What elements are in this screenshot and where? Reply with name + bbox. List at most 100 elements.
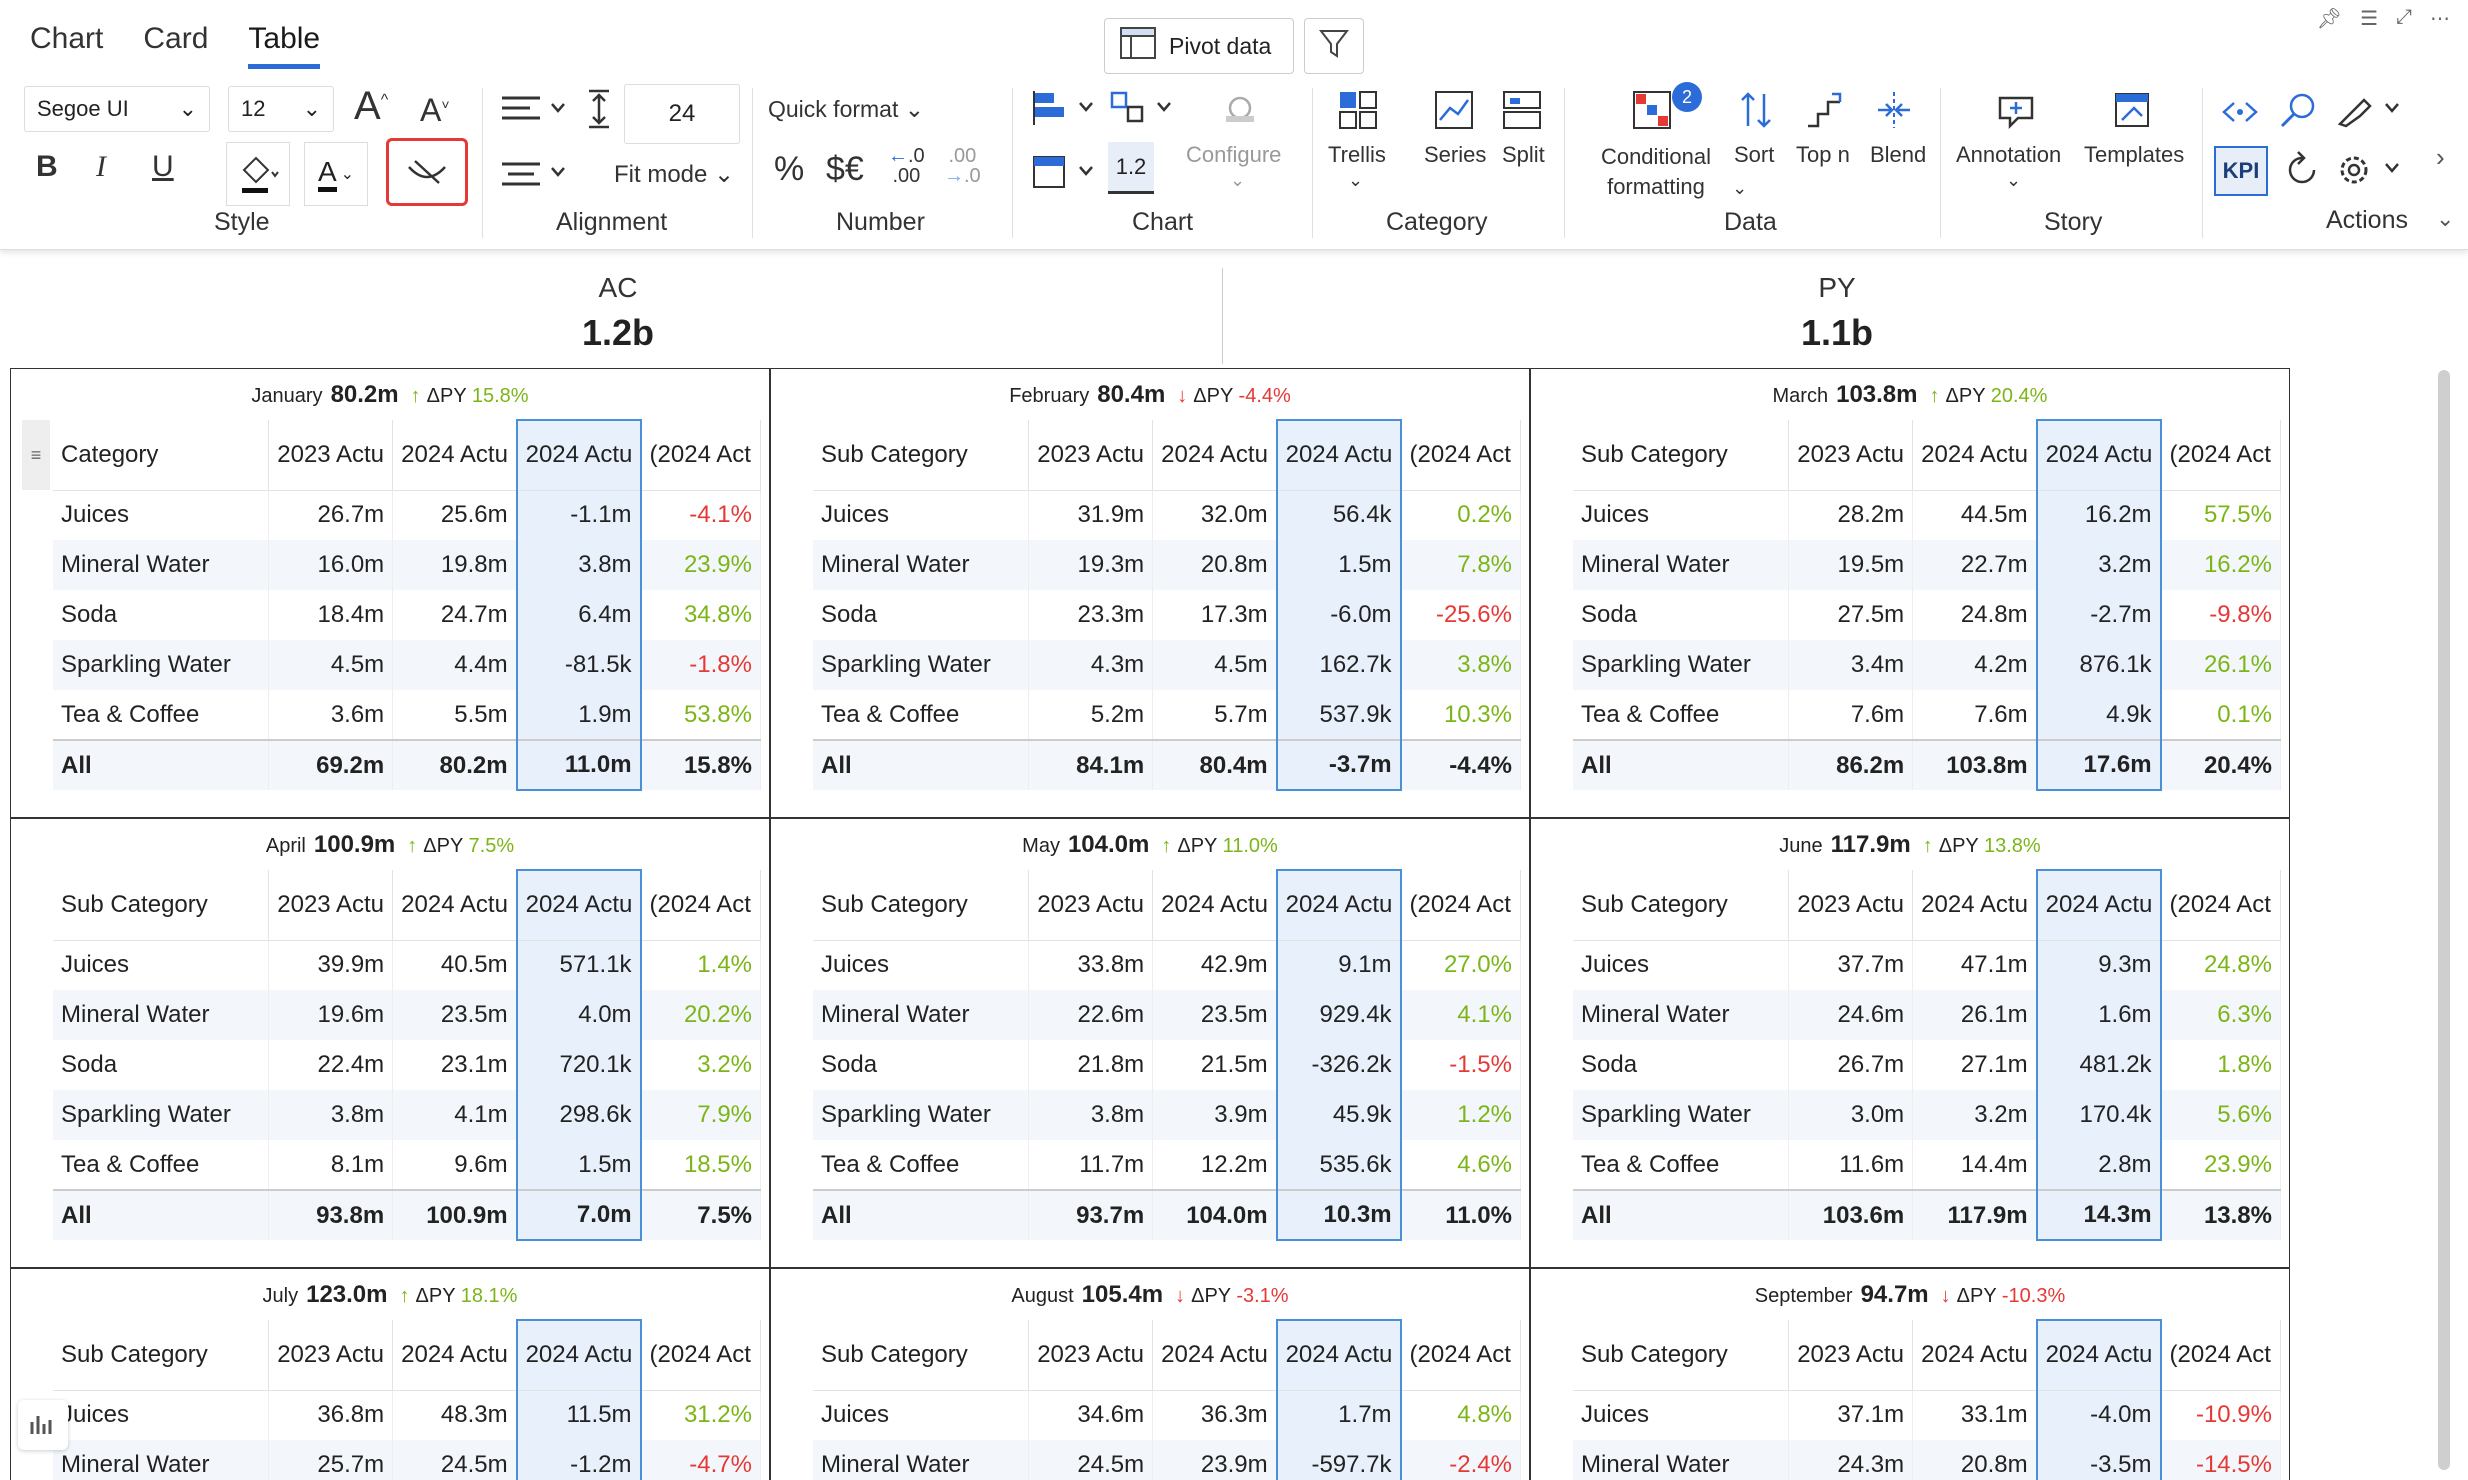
column-header[interactable]: (2024 Act [1400, 870, 1521, 941]
increase-decimals-button[interactable]: .00 →.0 [944, 145, 981, 187]
header-row: Sub Category 2023 Actu 2024 Actu 2024 Actu(… [53, 1319, 761, 1391]
chart-settings-icon[interactable] [18, 1400, 68, 1450]
font-size-select[interactable]: 12 ⌄ [228, 86, 334, 132]
line-spacing-icon[interactable] [584, 86, 614, 132]
top-n-button[interactable]: Top n [1796, 142, 1850, 167]
table-layout-select[interactable] [1030, 150, 1100, 196]
tab-card[interactable]: Card [143, 22, 209, 55]
column-header[interactable]: 2024 Actu [1275, 869, 1402, 941]
pin-icon[interactable]: 📌︎ [2316, 8, 2343, 30]
expand-icon[interactable]: ⤢ [2396, 6, 2412, 28]
column-header[interactable]: (2024 Act [2160, 1320, 2281, 1391]
sort-button[interactable]: Sort [1734, 142, 1775, 167]
percent-format-button[interactable]: % [774, 150, 805, 188]
kpi-button[interactable]: KPI [2214, 146, 2268, 196]
column-header[interactable]: Sub Category [53, 870, 270, 941]
refresh-icon[interactable] [2280, 148, 2324, 192]
link-icon[interactable] [2218, 92, 2262, 132]
column-header[interactable]: Sub Category [813, 420, 1030, 491]
column-header[interactable]: 2023 Actu [268, 1320, 394, 1391]
column-header[interactable]: (2024 Act [1400, 420, 1521, 491]
column-header[interactable]: 2024 Actu [1912, 420, 2038, 491]
annotation-button[interactable]: Annotation [1956, 142, 2062, 167]
column-header[interactable]: 2023 Actu [268, 870, 394, 941]
column-header[interactable]: (2024 Act [2160, 870, 2281, 941]
text-align-select[interactable] [500, 88, 570, 132]
currency-format-button[interactable]: $€ [826, 150, 864, 188]
search-icon[interactable] [2276, 88, 2320, 132]
settings-gear-icon[interactable] [2334, 148, 2404, 192]
column-header[interactable]: Sub Category [813, 1320, 1030, 1391]
column-header[interactable]: 2023 Actu [268, 420, 394, 491]
vertical-scrollbar[interactable] [2438, 370, 2450, 1470]
column-header[interactable]: 2024 Actu [1152, 420, 1278, 491]
column-header[interactable]: Sub Category [1573, 870, 1790, 941]
decrease-decimals-button[interactable]: ←.0.00 [888, 145, 925, 187]
column-header[interactable]: 2023 Actu [1788, 1320, 1914, 1391]
fit-mode-select[interactable]: Fit mode ⌄ [614, 160, 734, 189]
tab-chart[interactable]: Chart [30, 22, 104, 55]
more-icon[interactable]: ⋯ [2430, 8, 2450, 30]
increase-font-icon[interactable]: A^ [354, 84, 389, 128]
column-header[interactable]: 2024 Actu [392, 870, 518, 941]
column-header[interactable]: 2024 Actu [515, 1319, 642, 1391]
column-header[interactable]: 2024 Actu [1152, 870, 1278, 941]
column-header[interactable]: (2024 Act [1400, 1320, 1521, 1391]
tab-table[interactable]: Table [248, 22, 321, 69]
underline-button[interactable]: U [152, 150, 174, 183]
column-header[interactable]: (2024 Act [640, 1320, 761, 1391]
trellis-button[interactable]: Trellis [1328, 142, 1386, 167]
decrease-font-icon[interactable]: A˅ [420, 92, 450, 128]
chevron-right-icon[interactable]: › [2436, 142, 2445, 172]
row-drag-handle[interactable]: ≡ [22, 420, 50, 490]
vertical-align-select[interactable] [500, 152, 570, 196]
column-header[interactable]: 2024 Actu [1152, 1320, 1278, 1391]
column-header[interactable]: (2024 Act [640, 870, 761, 941]
column-header[interactable]: Sub Category [53, 1320, 270, 1391]
menu-lines-icon[interactable]: ☰ [2360, 8, 2378, 30]
series-button[interactable]: Series [1424, 142, 1487, 167]
column-header[interactable]: 2024 Actu [2035, 1319, 2162, 1391]
blend-button[interactable]: Blend [1870, 142, 1927, 167]
layout-select[interactable] [1108, 86, 1178, 132]
column-header[interactable]: 2024 Actu [2035, 419, 2162, 491]
column-header[interactable]: 2024 Actu [515, 419, 642, 491]
column-header[interactable]: 2023 Actu [1028, 1320, 1154, 1391]
conditional-formatting-button[interactable]: Conditional formatting ⌄ [1586, 142, 1747, 203]
column-header[interactable]: 2024 Actu [2035, 869, 2162, 941]
font-family-select[interactable]: Segoe UI ⌄ [24, 86, 210, 132]
split-button[interactable]: Split [1502, 142, 1545, 167]
filter-button[interactable] [1304, 18, 1364, 74]
column-header[interactable]: 2023 Actu [1028, 870, 1154, 941]
quick-format-select[interactable]: Quick format ⌄ [768, 96, 924, 123]
column-header[interactable]: 2024 Actu [515, 869, 642, 941]
configure-button[interactable]: Configure [1186, 142, 1282, 167]
column-header[interactable]: 2024 Actu [1912, 1320, 2038, 1391]
column-header[interactable]: Sub Category [1573, 1320, 1790, 1391]
column-header[interactable]: 2024 Actu [1275, 1319, 1402, 1391]
bold-button[interactable]: B [36, 150, 58, 183]
collapse-ribbon-icon[interactable]: ⌄ [2436, 206, 2455, 231]
font-color-button[interactable]: A ⌄ [304, 142, 368, 206]
hide-toggle-button[interactable] [386, 138, 468, 206]
column-header[interactable]: 2023 Actu [1028, 420, 1154, 491]
fill-color-button[interactable] [226, 142, 290, 206]
column-header[interactable]: 2024 Actu [392, 420, 518, 491]
column-header[interactable]: Sub Category [1573, 420, 1790, 491]
column-header[interactable]: (2024 Act [2160, 420, 2281, 491]
column-header[interactable]: Category [53, 420, 270, 491]
scale-button[interactable]: 1.2 [1108, 142, 1154, 194]
italic-button[interactable]: I [96, 150, 106, 183]
column-header[interactable]: 2023 Actu [1788, 420, 1914, 491]
column-header[interactable]: 2023 Actu [1788, 870, 1914, 941]
column-header[interactable]: 2024 Actu [392, 1320, 518, 1391]
column-header[interactable]: 2024 Actu [1275, 419, 1402, 491]
pivot-data-button[interactable]: Pivot data [1104, 18, 1294, 74]
column-header[interactable]: (2024 Act [640, 420, 761, 491]
column-header[interactable]: 2024 Actu [1912, 870, 2038, 941]
templates-button[interactable]: Templates [2084, 142, 2185, 167]
format-painter-icon[interactable] [2334, 88, 2404, 132]
column-header[interactable]: Sub Category [813, 870, 1030, 941]
spacing-input[interactable]: 24 [624, 84, 740, 144]
chart-type-select[interactable] [1030, 86, 1100, 132]
